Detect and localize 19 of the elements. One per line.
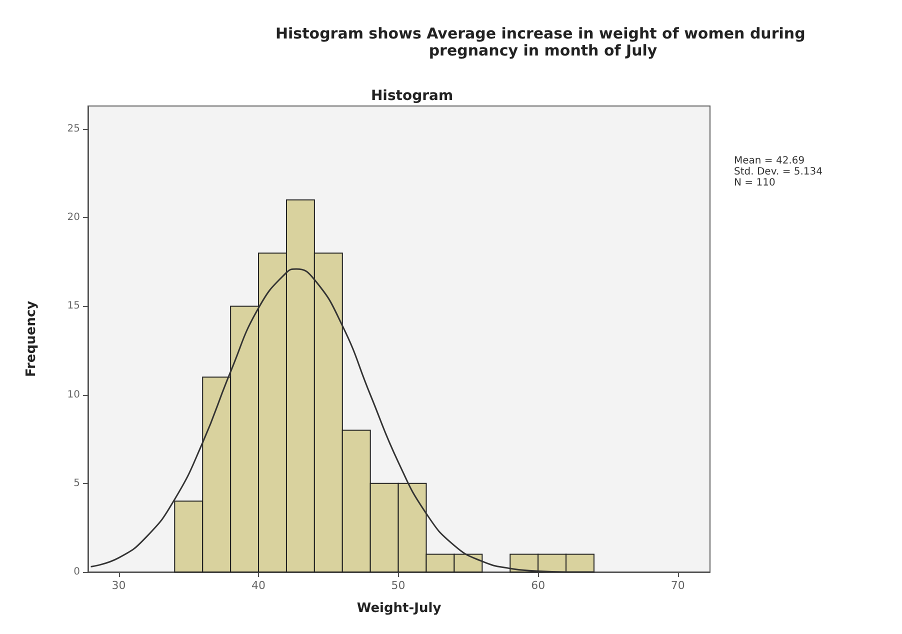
- x-tick-label: 60: [531, 579, 546, 592]
- x-axis-title: Weight-July: [356, 601, 442, 616]
- y-tick-label: 25: [67, 124, 80, 135]
- x-tick-label: 40: [252, 579, 266, 592]
- chart-subtitle: Histogram: [370, 88, 454, 104]
- y-tick-label: 15: [67, 300, 80, 312]
- text: N = 110: [734, 178, 776, 188]
- y-axis-title: Frequency: [24, 300, 39, 378]
- text: Mean = 42.69: [734, 156, 805, 166]
- y-tick-label: 10: [67, 389, 80, 400]
- x-tick-label: 30: [112, 579, 126, 592]
- chart-title: Histogram shows Average increase in weight of women during pregnancy in month of July: [275, 24, 811, 60]
- y-tick-label: 20: [67, 212, 80, 224]
- x-tick-label: 70: [670, 579, 685, 592]
- y-tick-label: 5: [74, 478, 80, 489]
- y-tick-label: 0: [74, 566, 80, 578]
- x-tick-label: 50: [391, 579, 406, 592]
- text: Std. Dev. = 5.134: [734, 166, 823, 178]
- line-series: [90, 268, 595, 573]
